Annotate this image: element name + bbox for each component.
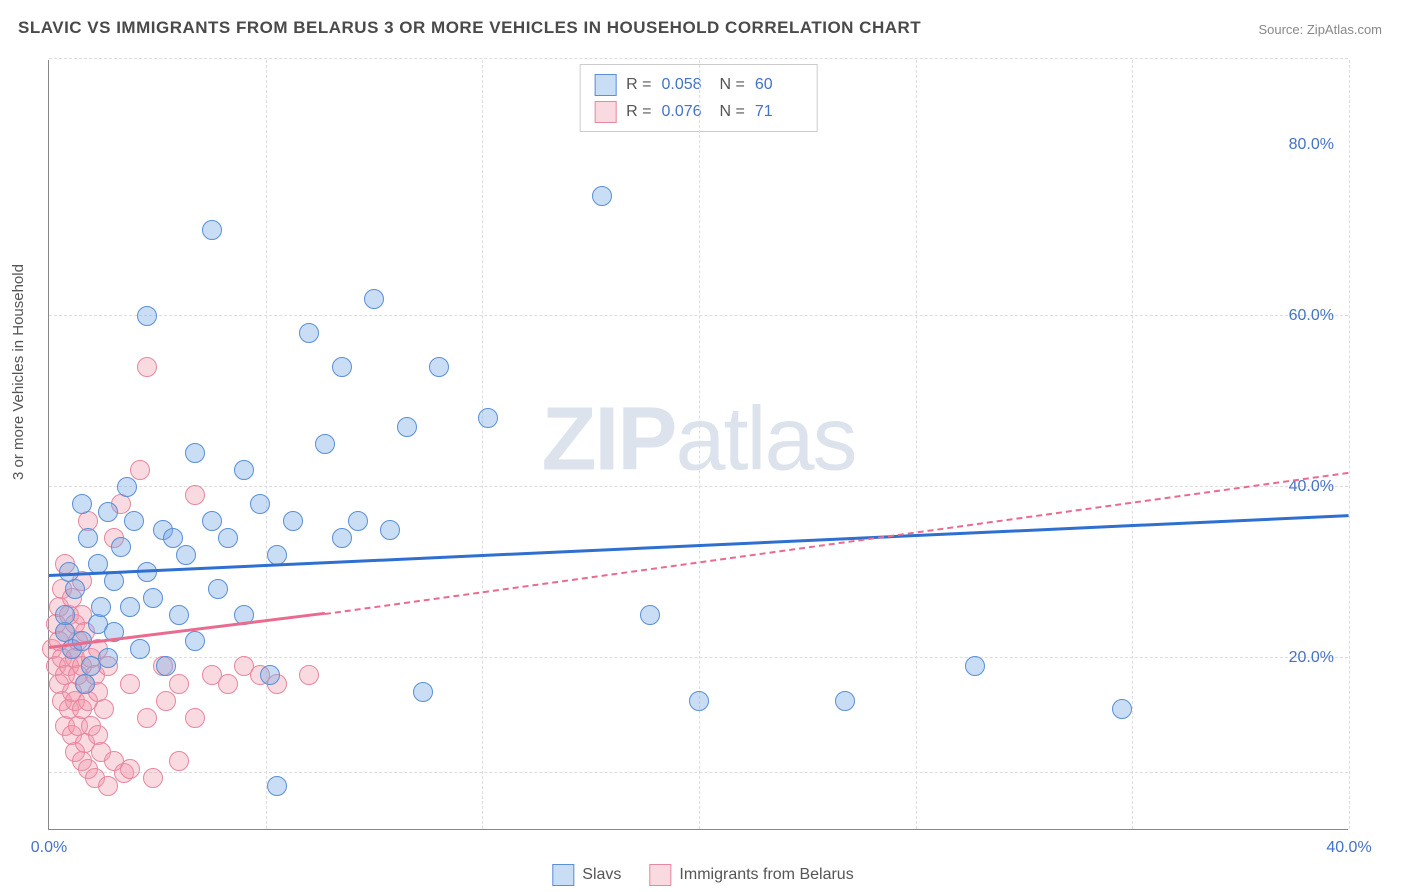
point-slavs: [55, 605, 75, 625]
point-slavs: [124, 511, 144, 531]
legend-swatch-icon: [649, 864, 671, 886]
point-slavs: [202, 511, 222, 531]
point-slavs: [592, 186, 612, 206]
point-slavs: [176, 545, 196, 565]
y-axis-label: 3 or more Vehicles in Household: [10, 264, 27, 480]
point-slavs: [250, 494, 270, 514]
gridline-vertical: [266, 60, 267, 829]
point-belarus: [169, 751, 189, 771]
point-slavs: [380, 520, 400, 540]
point-slavs: [299, 323, 319, 343]
point-slavs: [98, 502, 118, 522]
point-slavs: [332, 357, 352, 377]
point-slavs: [260, 665, 280, 685]
series-legend: Slavs Immigrants from Belarus: [552, 864, 853, 886]
point-slavs: [163, 528, 183, 548]
point-belarus: [169, 674, 189, 694]
point-slavs: [965, 656, 985, 676]
gridline-vertical: [699, 60, 700, 829]
point-slavs: [267, 776, 287, 796]
gridline-vertical: [482, 60, 483, 829]
point-belarus: [120, 759, 140, 779]
legend-item-belarus: Immigrants from Belarus: [649, 864, 853, 886]
legend-label: Immigrants from Belarus: [679, 866, 853, 884]
point-slavs: [185, 443, 205, 463]
point-slavs: [234, 460, 254, 480]
point-slavs: [315, 434, 335, 454]
gridline-horizontal: [49, 58, 1348, 59]
point-slavs: [364, 289, 384, 309]
point-slavs: [72, 494, 92, 514]
point-slavs: [413, 682, 433, 702]
source-attribution: Source: ZipAtlas.com: [1258, 22, 1382, 37]
point-slavs: [478, 408, 498, 428]
gridline-vertical: [1132, 60, 1133, 829]
point-belarus: [299, 665, 319, 685]
gridline-vertical: [1349, 60, 1350, 829]
legend-item-slavs: Slavs: [552, 864, 621, 886]
legend-label: Slavs: [582, 866, 621, 884]
point-slavs: [75, 674, 95, 694]
point-slavs: [143, 588, 163, 608]
point-belarus: [120, 674, 140, 694]
scatter-chart: ZIPatlas R =0.058N =60R =0.076N =71 20.0…: [48, 60, 1348, 830]
point-slavs: [218, 528, 238, 548]
point-belarus: [156, 691, 176, 711]
legend-swatch-icon: [594, 101, 616, 123]
point-slavs: [98, 648, 118, 668]
y-tick-label: 60.0%: [1289, 307, 1334, 325]
y-tick-label: 80.0%: [1289, 136, 1334, 154]
point-belarus: [137, 357, 157, 377]
point-slavs: [120, 597, 140, 617]
point-slavs: [689, 691, 709, 711]
point-belarus: [137, 708, 157, 728]
point-slavs: [397, 417, 417, 437]
point-slavs: [169, 605, 189, 625]
point-slavs: [208, 579, 228, 599]
x-tick-label: 40.0%: [1326, 839, 1371, 857]
point-slavs: [835, 691, 855, 711]
x-tick-label: 0.0%: [31, 839, 67, 857]
point-slavs: [348, 511, 368, 531]
point-slavs: [283, 511, 303, 531]
point-slavs: [1112, 699, 1132, 719]
legend-swatch-icon: [552, 864, 574, 886]
point-slavs: [332, 528, 352, 548]
point-slavs: [117, 477, 137, 497]
point-slavs: [640, 605, 660, 625]
trend-line-belarus: [325, 472, 1349, 615]
point-slavs: [91, 597, 111, 617]
chart-title: SLAVIC VS IMMIGRANTS FROM BELARUS 3 OR M…: [18, 18, 921, 38]
point-belarus: [98, 776, 118, 796]
point-slavs: [111, 537, 131, 557]
point-slavs: [185, 631, 205, 651]
point-belarus: [143, 768, 163, 788]
point-slavs: [137, 306, 157, 326]
gridline-vertical: [916, 60, 917, 829]
point-belarus: [94, 699, 114, 719]
point-belarus: [185, 708, 205, 728]
point-slavs: [130, 639, 150, 659]
point-slavs: [429, 357, 449, 377]
point-slavs: [65, 579, 85, 599]
legend-swatch-icon: [594, 74, 616, 96]
point-slavs: [78, 528, 98, 548]
point-belarus: [185, 485, 205, 505]
point-belarus: [130, 460, 150, 480]
point-belarus: [218, 674, 238, 694]
y-tick-label: 20.0%: [1289, 649, 1334, 667]
point-slavs: [156, 656, 176, 676]
point-slavs: [202, 220, 222, 240]
